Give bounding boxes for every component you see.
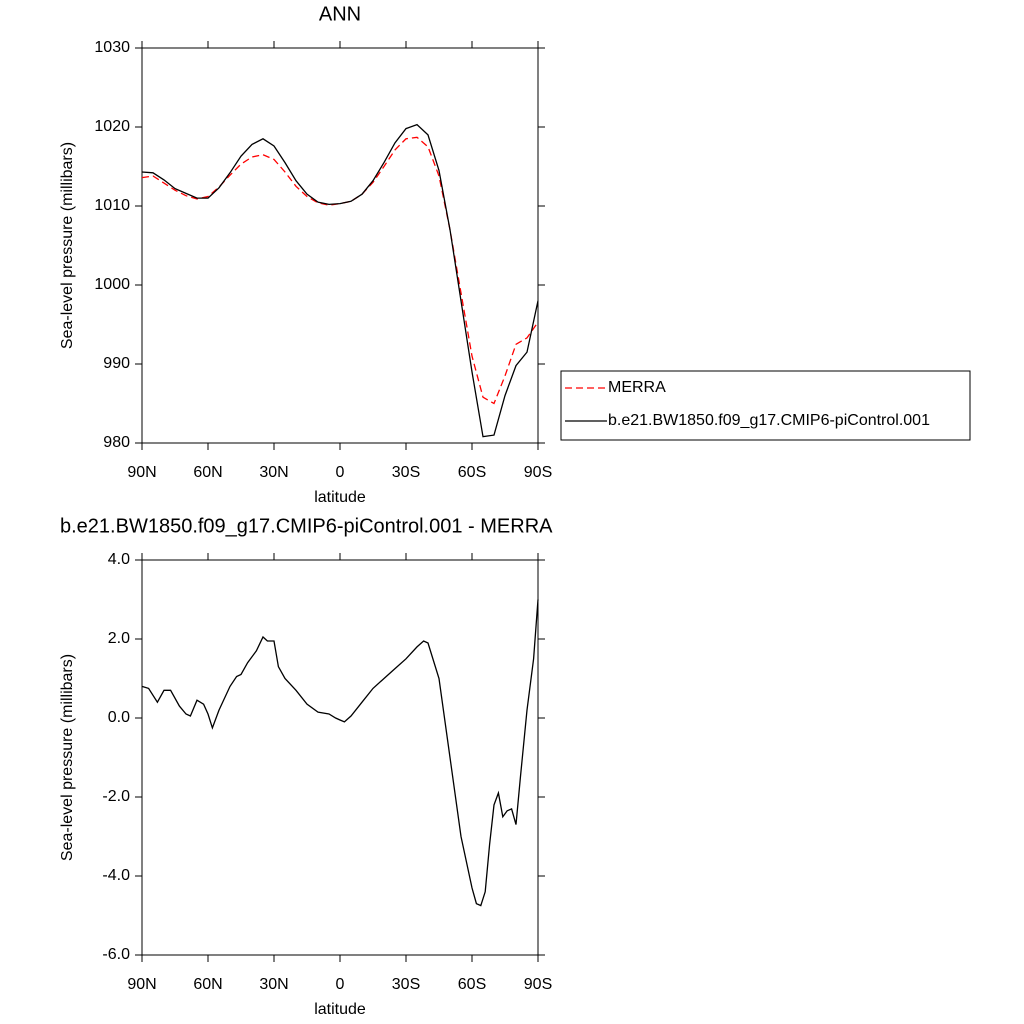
y-tick-label: 0.0 <box>108 709 130 726</box>
y-tick-label: 1020 <box>94 118 130 135</box>
x-tick-label: 0 <box>336 976 345 993</box>
y-tick-label: 1030 <box>94 39 130 56</box>
x-tick-label: 30N <box>259 464 288 481</box>
y-tick-label: 990 <box>103 355 130 372</box>
x-tick-label: 90N <box>127 464 156 481</box>
x-tick-label: 0 <box>336 464 345 481</box>
x-tick-label: 30S <box>392 976 420 993</box>
chart-title: b.e21.BW1850.f09_g17.CMIP6-piControl.001… <box>60 515 553 537</box>
y-axis-label: Sea-level pressure (millibars) <box>59 142 76 349</box>
x-axis-label: latitude <box>314 1001 366 1018</box>
y-tick-label: 2.0 <box>108 630 130 647</box>
plot-frame <box>141 47 539 444</box>
x-tick-label: 60N <box>193 976 222 993</box>
y-tick-label: 980 <box>103 434 130 451</box>
data-line <box>141 599 539 907</box>
x-tick-label: 60S <box>458 976 486 993</box>
data-line <box>141 136 539 405</box>
x-tick-label: 30S <box>392 464 420 481</box>
legend-box <box>560 370 971 441</box>
x-tick-label: 90N <box>127 976 156 993</box>
x-axis-label: latitude <box>314 489 366 506</box>
x-tick-label: 60S <box>458 464 486 481</box>
y-tick-label: 1010 <box>94 197 130 214</box>
x-tick-label: 30N <box>259 976 288 993</box>
y-tick-label: 1000 <box>94 276 130 293</box>
legend-label: MERRA <box>608 379 666 396</box>
x-tick-label: 90S <box>524 464 552 481</box>
legend-label: b.e21.BW1850.f09_g17.CMIP6-piControl.001 <box>608 412 930 429</box>
y-tick-label: -4.0 <box>102 867 130 884</box>
chart-title: ANN <box>319 3 361 25</box>
x-tick-label: 90S <box>524 976 552 993</box>
data-line <box>141 123 539 438</box>
x-tick-label: 60N <box>193 464 222 481</box>
y-tick-label: -2.0 <box>102 788 130 805</box>
y-tick-label: -6.0 <box>102 946 130 963</box>
y-tick-label: 4.0 <box>108 551 130 568</box>
plot-frame <box>141 559 539 956</box>
y-axis-label: Sea-level pressure (millibars) <box>59 654 76 861</box>
